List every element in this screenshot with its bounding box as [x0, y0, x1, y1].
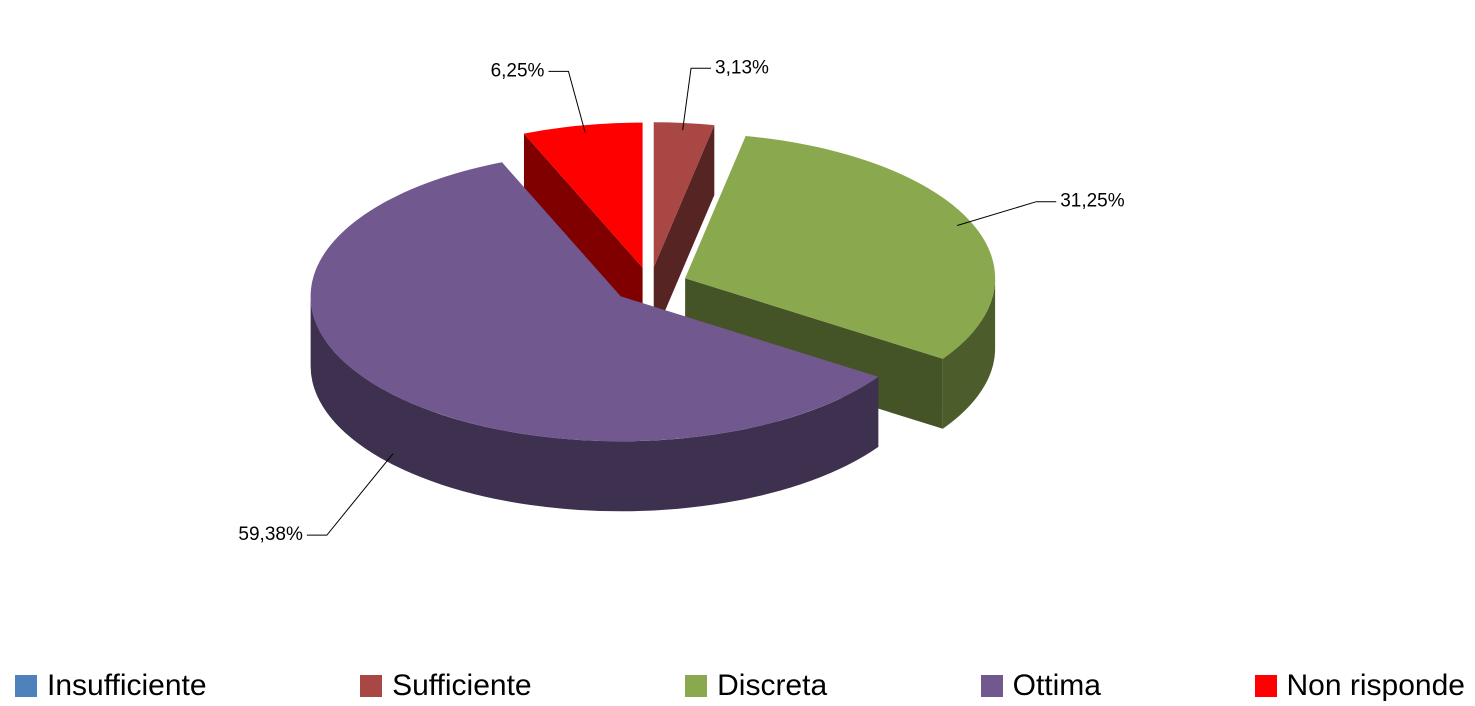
data-label: 31,25%: [1060, 191, 1125, 212]
legend-entry: Discreta: [685, 669, 827, 703]
slice: [523, 122, 643, 268]
data-labels: 3,13% 31,25% 59,38% 6,25%: [238, 57, 1124, 545]
slice-sides: [310, 125, 996, 512]
legend-label: Discreta: [717, 669, 828, 702]
data-label: 59,38%: [238, 524, 303, 545]
legend-swatch: [15, 675, 37, 697]
legend-label: Insufficiente: [47, 669, 207, 702]
legend-swatch: [980, 675, 1003, 697]
slice-tops: [310, 122, 996, 442]
legend-label: Non risponde: [1286, 669, 1465, 702]
slice-wall: [942, 278, 996, 429]
legend-entry: Insufficiente: [15, 669, 207, 703]
slice-wall: [310, 296, 879, 512]
slice: [685, 135, 996, 359]
slice-side: [685, 278, 943, 429]
slice-side: [523, 133, 643, 338]
legend-entry: Sufficiente: [360, 669, 532, 703]
legend-label: Sufficiente: [392, 669, 532, 702]
legend-entry: Non risponde: [1254, 669, 1465, 703]
data-label: 6,25%: [491, 60, 545, 81]
leader-line: [548, 70, 586, 133]
leader-line: [306, 453, 394, 536]
legend-swatch: [685, 675, 708, 697]
legend-swatch: [1254, 675, 1277, 697]
leader-line: [957, 201, 1057, 226]
legend-label: Ottima: [1012, 669, 1101, 702]
chart: 3,13% 31,25% 59,38% 6,25%: [238, 57, 1124, 545]
legend-entry: Ottima: [980, 669, 1101, 703]
slice: [310, 162, 879, 442]
legend: Insufficiente Sufficiente Discreta Ottima No…: [15, 666, 1465, 706]
legend-swatch: [360, 675, 383, 697]
data-label: 3,13%: [715, 57, 769, 78]
leader-line: [682, 67, 712, 131]
slice-side: [653, 125, 715, 338]
slice: [653, 122, 715, 268]
